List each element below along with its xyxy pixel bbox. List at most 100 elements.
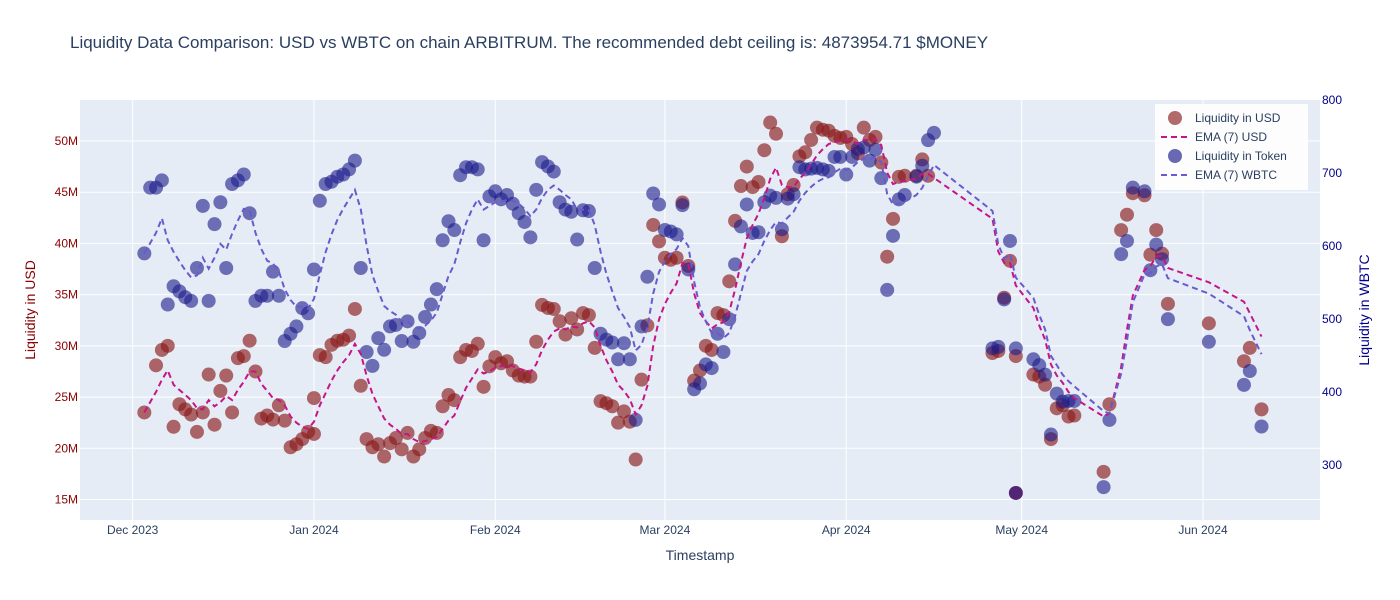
token-point — [201, 293, 216, 308]
usd-point — [371, 437, 386, 452]
usd-point — [552, 314, 567, 329]
tick-labels: Dec 2023 Jan 2024 Feb 2024 Mar 2024 Apr 2024… — [55, 93, 1343, 537]
y-left-tick-label: 50M — [55, 134, 78, 148]
token-point — [546, 164, 561, 179]
usd-point — [733, 179, 748, 194]
token-point — [997, 292, 1012, 307]
token-point — [429, 282, 444, 297]
token-point — [1003, 233, 1017, 248]
usd-point — [160, 338, 175, 353]
usd-point — [628, 452, 643, 467]
usd-point — [195, 405, 210, 420]
token-point — [1236, 377, 1251, 392]
token-point — [365, 358, 380, 373]
y-left-tick-label: 20M — [55, 441, 78, 455]
usd-point — [225, 405, 240, 420]
usd-point — [271, 398, 286, 413]
token-point — [622, 352, 637, 367]
usd-point — [242, 333, 257, 348]
usd-point — [751, 174, 766, 189]
y-left-tick-label: 30M — [55, 339, 78, 353]
usd-point — [435, 399, 450, 414]
token-point — [377, 342, 392, 357]
token-point — [412, 326, 427, 341]
usd-point — [429, 425, 444, 440]
usd-point — [400, 425, 415, 440]
legend[interactable]: Liquidity in USD EMA (7) USD Liquidity in … — [1155, 104, 1308, 190]
token-point — [675, 198, 690, 213]
token-point — [266, 264, 281, 279]
legend-label: Liquidity in Token — [1195, 149, 1287, 163]
token-point — [886, 228, 901, 243]
token-point — [1102, 412, 1117, 427]
token-point — [353, 261, 368, 275]
token-point — [587, 261, 602, 275]
usd-point — [529, 334, 544, 349]
token-point — [915, 158, 930, 173]
token-point — [693, 376, 707, 391]
usd-point — [587, 340, 602, 355]
token-point — [1119, 233, 1134, 248]
usd-point — [616, 404, 631, 419]
usd-point — [1038, 377, 1053, 392]
usd-point — [277, 413, 292, 428]
wbtc-ema-line — [143, 155, 1263, 415]
x-tick-label: Apr 2024 — [822, 523, 871, 537]
token-point — [774, 222, 789, 237]
usd-point — [669, 250, 684, 265]
token-point — [856, 140, 871, 155]
token-point — [207, 217, 222, 232]
usd-point — [318, 350, 333, 365]
usd-point — [634, 372, 649, 387]
token-point — [447, 223, 462, 238]
token-point — [874, 171, 889, 186]
legend-marker — [1168, 149, 1182, 163]
token-point — [271, 288, 286, 303]
token-point — [833, 149, 848, 164]
token-point — [926, 125, 941, 140]
usd-point — [739, 159, 754, 174]
token-point — [347, 153, 362, 168]
usd-point — [306, 391, 321, 406]
token-point — [529, 182, 544, 197]
usd-point — [219, 368, 234, 383]
token-point — [1155, 252, 1170, 267]
token-point — [786, 187, 801, 202]
usd-point — [1254, 402, 1269, 417]
usd-point — [1201, 316, 1216, 331]
usd-point — [1102, 397, 1117, 412]
usd-point — [605, 399, 620, 414]
usd-point — [353, 378, 368, 393]
series-layer — [137, 115, 1269, 500]
token-point — [1149, 237, 1164, 252]
token-point — [751, 225, 766, 240]
token-point — [1160, 312, 1175, 327]
token-point — [517, 214, 532, 229]
usd-point — [1114, 223, 1129, 238]
token-point — [640, 269, 655, 284]
token-point — [739, 197, 754, 212]
usd-point — [646, 217, 661, 232]
token-point — [213, 195, 228, 210]
token-point — [769, 190, 784, 205]
usd-point — [897, 168, 912, 183]
x-tick-label: Mar 2024 — [640, 523, 691, 537]
usd-point — [1067, 408, 1082, 423]
usd-point — [137, 405, 152, 420]
usd-point — [236, 349, 251, 364]
y-left-tick-label: 45M — [55, 185, 78, 199]
y-axis-left-title: Liquidity in USD — [22, 260, 38, 360]
usd-point — [1160, 296, 1175, 311]
x-axis-title: Timestamp — [666, 547, 735, 563]
plot-area — [80, 100, 1320, 520]
usd-point — [581, 308, 596, 323]
token-point — [435, 233, 450, 248]
token-point — [1137, 184, 1152, 199]
y-right-tick-label: 300 — [1322, 458, 1342, 472]
usd-point — [804, 132, 819, 147]
legend-label: Liquidity in USD — [1195, 111, 1281, 125]
usd-point — [1096, 464, 1111, 479]
token-point — [1067, 393, 1082, 408]
token-point — [628, 412, 643, 427]
x-tick-label: Jan 2024 — [289, 523, 339, 537]
